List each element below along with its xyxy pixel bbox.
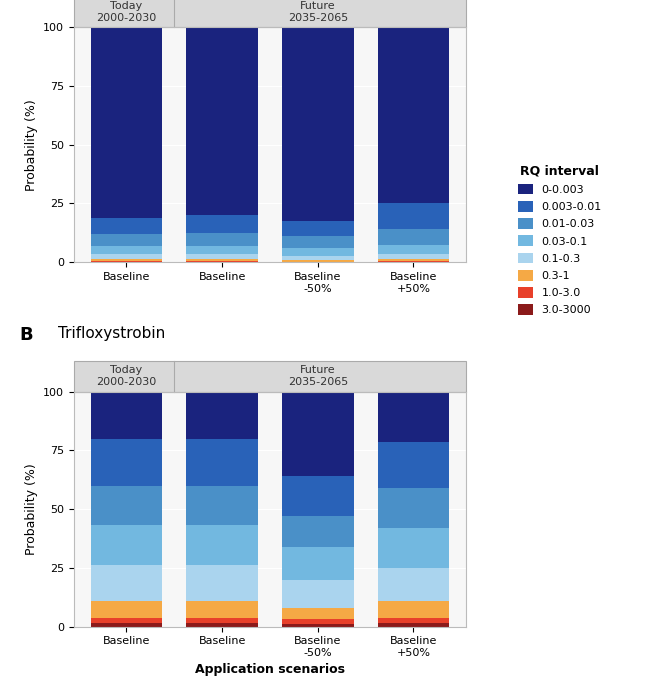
Text: B: B bbox=[19, 326, 32, 344]
Bar bbox=[378, 488, 450, 528]
Bar bbox=[91, 254, 162, 259]
Bar bbox=[91, 623, 162, 627]
Bar bbox=[378, 601, 450, 618]
Bar bbox=[378, 442, 450, 488]
Bar bbox=[282, 607, 354, 620]
Bar bbox=[91, 392, 162, 439]
Y-axis label: Probability (%): Probability (%) bbox=[25, 463, 38, 555]
Legend: 0-0.003, 0.003-0.01, 0.01-0.03, 0.03-0.1, 0.1-0.3, 0.3-1, 1.0-3.0, 3.0-3000: 0-0.003, 0.003-0.01, 0.01-0.03, 0.03-0.1… bbox=[518, 165, 602, 315]
Bar bbox=[187, 261, 258, 262]
Bar bbox=[378, 618, 450, 623]
Bar bbox=[282, 580, 354, 607]
Bar bbox=[282, 620, 354, 624]
Bar bbox=[282, 256, 354, 260]
Bar bbox=[91, 601, 162, 618]
Bar bbox=[282, 392, 354, 476]
Text: Future
2035-2065: Future 2035-2065 bbox=[288, 1, 348, 22]
Text: Future
2035-2065: Future 2035-2065 bbox=[288, 366, 348, 387]
Bar bbox=[378, 623, 450, 627]
Bar bbox=[187, 254, 258, 259]
Bar bbox=[91, 526, 162, 565]
Bar bbox=[282, 547, 354, 580]
Bar bbox=[187, 246, 258, 254]
Bar bbox=[282, 221, 354, 236]
Bar bbox=[282, 248, 354, 256]
Bar bbox=[187, 565, 258, 601]
Bar bbox=[187, 259, 258, 261]
Bar bbox=[378, 27, 450, 204]
Bar bbox=[91, 261, 162, 262]
Bar bbox=[187, 215, 258, 233]
Bar bbox=[187, 392, 258, 439]
Bar bbox=[282, 260, 354, 262]
Bar bbox=[187, 618, 258, 623]
Bar bbox=[378, 568, 450, 601]
Bar bbox=[187, 27, 258, 215]
Bar bbox=[91, 486, 162, 526]
Bar bbox=[91, 27, 162, 218]
Bar bbox=[378, 392, 450, 442]
Bar bbox=[187, 526, 258, 565]
Bar bbox=[378, 254, 450, 259]
Bar bbox=[282, 516, 354, 547]
Bar bbox=[187, 439, 258, 486]
Bar bbox=[282, 476, 354, 516]
Text: Trifloxystrobin: Trifloxystrobin bbox=[58, 326, 165, 340]
Bar bbox=[91, 565, 162, 601]
Y-axis label: Probability (%): Probability (%) bbox=[25, 99, 38, 191]
Bar bbox=[378, 204, 450, 229]
Bar bbox=[187, 233, 258, 246]
Bar bbox=[378, 528, 450, 568]
Bar bbox=[187, 623, 258, 627]
Bar bbox=[282, 624, 354, 627]
Text: Today
2000-2030: Today 2000-2030 bbox=[97, 1, 156, 22]
Bar bbox=[91, 218, 162, 234]
Bar bbox=[187, 486, 258, 526]
Bar bbox=[91, 246, 162, 254]
Bar bbox=[74, 0, 466, 27]
Bar bbox=[282, 236, 354, 248]
Bar bbox=[378, 229, 450, 244]
Bar bbox=[91, 439, 162, 486]
Bar bbox=[378, 259, 450, 261]
Bar bbox=[187, 601, 258, 618]
Bar bbox=[378, 261, 450, 262]
Bar bbox=[74, 361, 466, 392]
Bar bbox=[282, 27, 354, 221]
Bar bbox=[91, 618, 162, 623]
Bar bbox=[91, 234, 162, 246]
Bar bbox=[378, 244, 450, 254]
Text: Today
2000-2030: Today 2000-2030 bbox=[97, 366, 156, 387]
X-axis label: Application scenarios: Application scenarios bbox=[195, 663, 345, 676]
Bar bbox=[91, 259, 162, 261]
